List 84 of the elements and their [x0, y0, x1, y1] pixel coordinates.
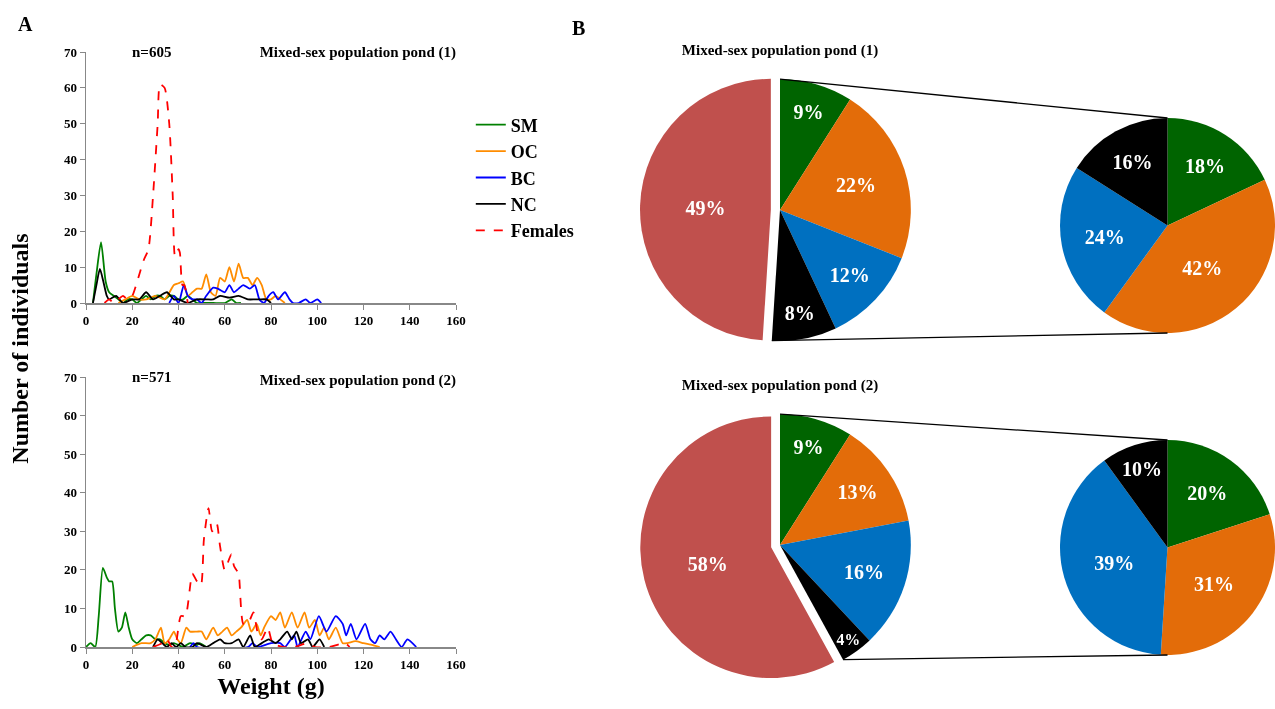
data-label: 58%	[687, 552, 728, 575]
y-tick-label: 10	[63, 259, 77, 275]
x-tick-label: 20	[125, 313, 139, 329]
y-tick-label: 70	[63, 44, 77, 60]
line-series	[152, 507, 351, 647]
y-tick-label: 50	[63, 116, 77, 132]
x-tick-label: 100	[307, 313, 327, 329]
y-tick-label: 40	[63, 485, 77, 501]
chart-title: Mixed-sex population pond (1)	[681, 42, 879, 60]
x-tick-label: 160	[446, 313, 466, 329]
data-label: 22%	[836, 174, 876, 197]
data-label: 24%	[1084, 226, 1125, 249]
x-tick-label: 120	[353, 313, 374, 329]
data-label: 12%	[829, 264, 870, 287]
legend-label: Females	[510, 221, 574, 242]
pie-slice	[1060, 460, 1168, 655]
y-tick-label: 40	[63, 152, 77, 168]
text: A	[18, 13, 33, 35]
x-tick-label: 0	[82, 313, 90, 329]
data-label: 39%	[1094, 551, 1135, 574]
annotation: n=605	[132, 44, 172, 60]
x-tick-label: 20	[125, 657, 139, 673]
y-tick-label: 10	[63, 600, 77, 616]
data-label: 9%	[793, 100, 824, 123]
x-tick-label: 60	[218, 657, 232, 673]
x-tick-label: 160	[446, 657, 466, 673]
chart-title: Mixed-sex population pond (2)	[259, 372, 456, 390]
data-label: 20%	[1187, 481, 1228, 504]
pie-slice	[1167, 118, 1265, 226]
y-axis-title: Number of individuals	[6, 232, 34, 466]
y-tick-label: 50	[63, 446, 77, 462]
pie-slice	[1060, 167, 1168, 313]
data-label: 13%	[837, 481, 878, 504]
data-label: 9%	[793, 435, 824, 458]
pie-slice	[1160, 514, 1275, 655]
data-label: 18%	[1185, 155, 1226, 178]
pie-slice	[1167, 440, 1270, 548]
chart-title: Mixed-sex population pond (2)	[681, 377, 879, 395]
y-tick-label: 20	[63, 562, 77, 578]
y-tick-label: 60	[63, 80, 77, 96]
x-tick-label: 0	[82, 657, 90, 673]
line-series	[92, 268, 272, 303]
chart-title: Mixed-sex population pond (1)	[259, 44, 456, 62]
line-series	[131, 611, 381, 647]
x-tick-label: 60	[218, 313, 232, 329]
line-series	[92, 241, 242, 303]
pie-slice	[1076, 118, 1168, 226]
line-series	[117, 262, 286, 303]
line-series	[189, 615, 418, 647]
data-label: 31%	[1193, 572, 1234, 595]
line-series	[103, 83, 189, 303]
x-axis-title: Weight (g)	[217, 673, 325, 700]
x-tick-label: 100	[307, 657, 327, 673]
data-label: 16%	[1112, 150, 1153, 173]
y-tick-label: 30	[63, 187, 77, 203]
annotation: n=571	[132, 369, 172, 385]
x-tick-label: 140	[400, 657, 420, 673]
y-tick-label: 20	[63, 223, 77, 239]
legend-label: OC	[510, 142, 538, 163]
data-label: 4%	[836, 630, 861, 648]
data-label: 42%	[1182, 256, 1223, 279]
x-tick-label: 40	[172, 657, 185, 673]
y-tick-label: 70	[63, 369, 77, 385]
legend-label: NC	[510, 194, 537, 215]
text: B	[572, 17, 586, 39]
x-tick-label: 140	[400, 313, 420, 329]
pie-slice	[1104, 440, 1168, 548]
y-tick-label: 30	[63, 523, 77, 539]
y-tick-label: 60	[63, 408, 77, 424]
line-series	[152, 630, 326, 647]
y-tick-label: 0	[70, 639, 77, 655]
x-tick-label: 120	[353, 657, 374, 673]
x-tick-label: 80	[264, 657, 278, 673]
data-label: 10%	[1122, 458, 1163, 481]
data-label: 49%	[685, 196, 726, 219]
legend-label: BC	[510, 168, 536, 189]
x-tick-label: 40	[172, 313, 185, 329]
line-series	[86, 567, 208, 647]
y-tick-label: 0	[70, 295, 77, 311]
x-tick-label: 80	[264, 313, 278, 329]
legend-label: SM	[510, 115, 538, 136]
data-label: 8%	[784, 301, 815, 324]
line-series	[168, 284, 323, 303]
data-label: 16%	[843, 561, 884, 584]
